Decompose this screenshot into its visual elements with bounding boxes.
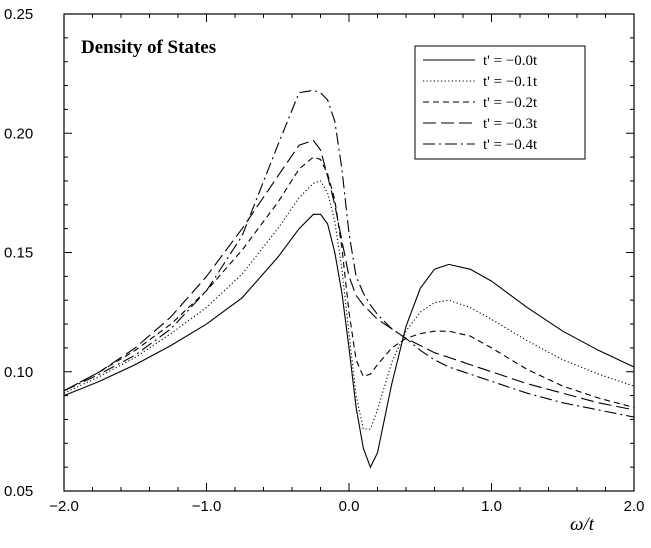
x-tick-label: 2.0 — [624, 498, 645, 515]
y-tick-label: 0.25 — [4, 6, 33, 23]
legend-label: t' = −0.3t — [483, 116, 538, 132]
series-line — [63, 156, 635, 409]
series-line — [63, 180, 635, 430]
x-tick-label: 0.0 — [339, 498, 360, 515]
y-tick-label: 0.10 — [4, 364, 33, 381]
legend-label: t' = −0.1t — [483, 74, 538, 90]
series-line — [63, 213, 635, 469]
x-tick-label: 1.0 — [481, 498, 502, 515]
legend: t' = −0.0t t' = −0.1t t' = −0.2t t' = −0.3t… — [414, 45, 586, 160]
y-tick-label: 0.05 — [4, 483, 33, 500]
series-layer — [63, 89, 635, 469]
ticks-layer: −2.0 −1.0 0.0 1.0 2.0 0.05 0.10 0.15 0.20 0.25 — [4, 6, 644, 515]
x-tick-label: −1.0 — [192, 498, 222, 515]
y-tick-label: 0.20 — [4, 125, 33, 142]
plot-frame — [63, 13, 635, 492]
legend-label: t' = −0.0t — [483, 53, 538, 69]
series-line — [63, 139, 635, 411]
chart-title: Density of States — [81, 37, 216, 58]
y-tick-label: 0.15 — [4, 245, 33, 262]
x-tick-label: −2.0 — [49, 498, 79, 515]
x-axis-label: ω/t — [570, 514, 595, 535]
legend-label: t' = −0.2t — [483, 95, 538, 111]
legend-label: t' = −0.4t — [483, 137, 538, 153]
